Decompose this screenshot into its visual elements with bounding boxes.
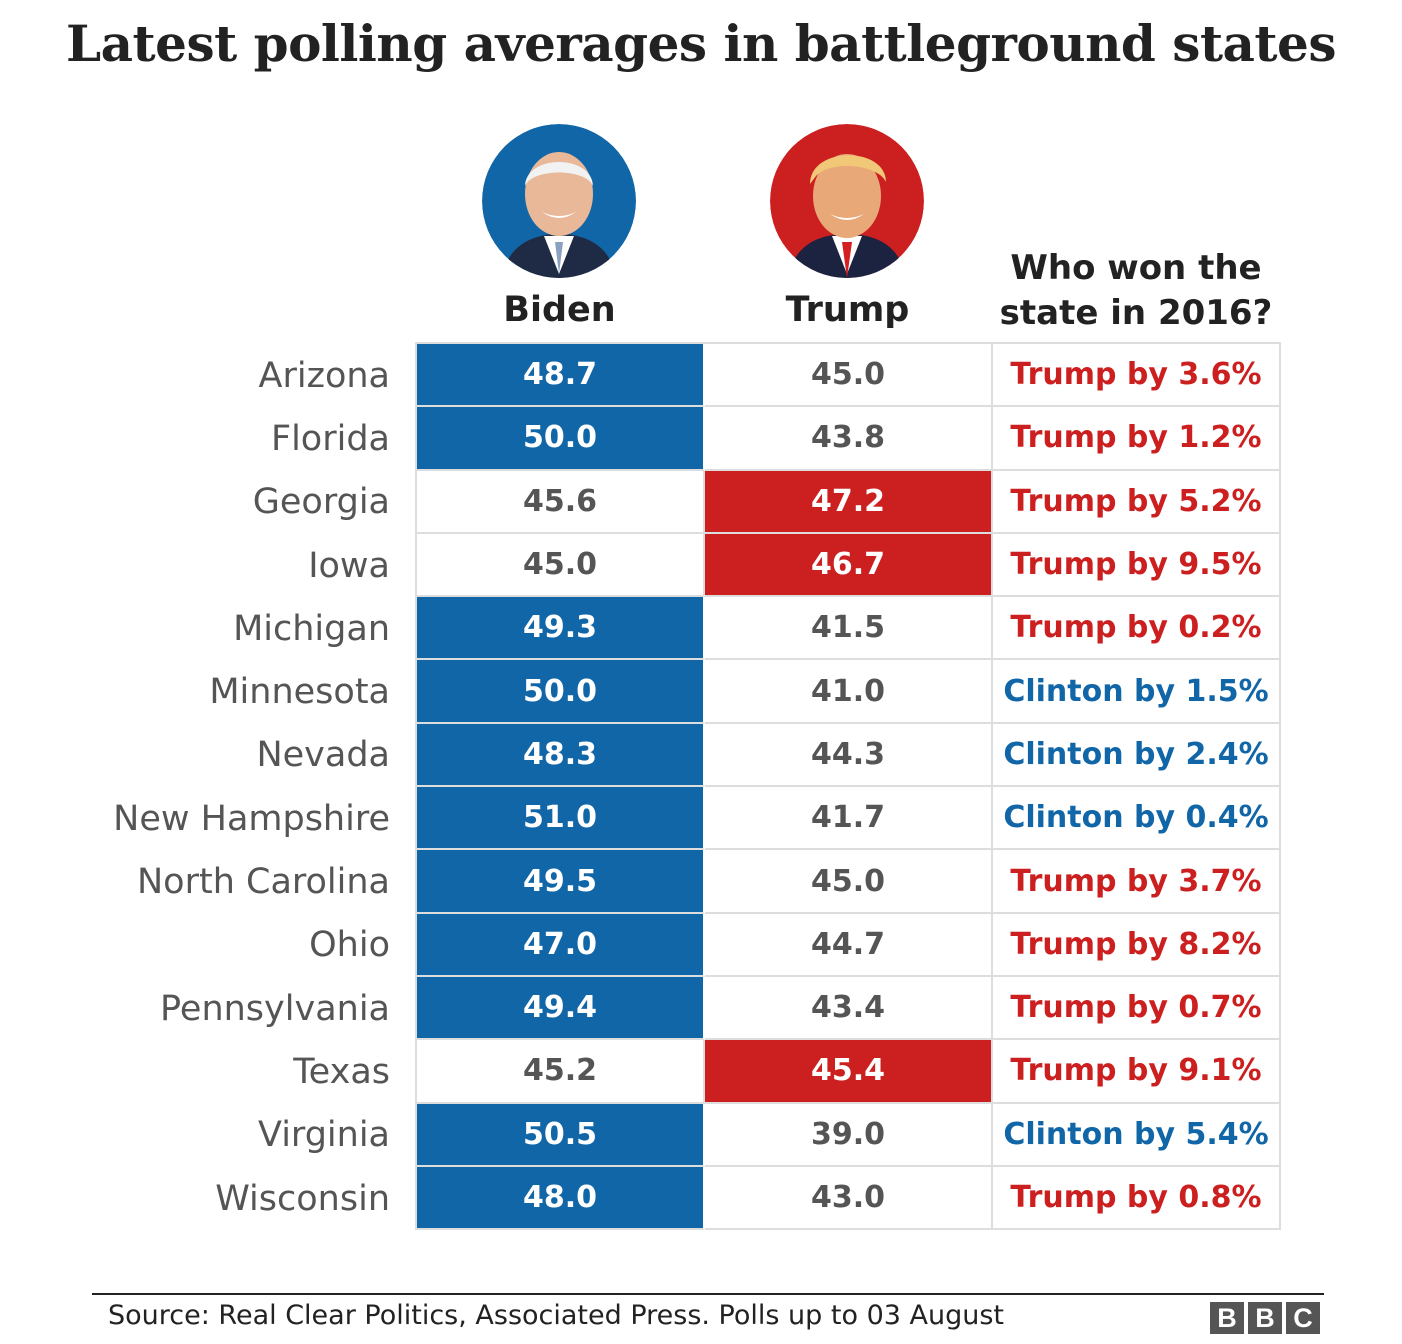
winner-2016-cell: Clinton by 5.4%: [993, 1103, 1281, 1167]
biden-value-cell: 49.4: [417, 976, 705, 1041]
trump-value-cell: 41.5: [705, 597, 993, 661]
trump-value-cell: 43.4: [705, 976, 993, 1041]
state-label: Arizona: [258, 355, 390, 396]
table-row: 50.5 39.0 Clinton by 5.4%: [417, 1103, 1281, 1167]
table-row: 45.2 45.4 Trump by 9.1%: [417, 1040, 1281, 1104]
winner-2016-cell: Trump by 8.2%: [993, 913, 1281, 977]
trump-value-cell: 45.0: [705, 850, 993, 914]
chart-title: Latest polling averages in battleground …: [66, 14, 1337, 73]
winner-2016-cell: Trump by 5.2%: [993, 470, 1281, 534]
winner-2016-cell: Trump by 3.7%: [993, 850, 1281, 914]
state-label: Michigan: [233, 608, 390, 649]
biden-value-cell: 48.0: [417, 1166, 705, 1231]
biden-value-cell: 47.0: [417, 913, 705, 977]
biden-value-cell: 49.5: [417, 850, 705, 914]
state-label: Virginia: [258, 1115, 390, 1156]
state-label: Florida: [270, 418, 390, 459]
table-row: 49.5 45.0 Trump by 3.7%: [417, 850, 1281, 914]
polling-table: 48.7 45.0 Trump by 3.6% 50.0 43.8 Trump by 1.…: [415, 342, 1281, 1231]
winner-2016-cell: Clinton by 0.4%: [993, 787, 1281, 851]
winner-2016-cell: Trump by 9.1%: [993, 1040, 1281, 1104]
state-label: Ohio: [309, 925, 390, 966]
table-row: 48.7 45.0 Trump by 3.6%: [417, 344, 1281, 408]
trump-value-cell: 41.0: [705, 660, 993, 724]
trump-value-cell: 43.8: [705, 407, 993, 471]
column-header-trump: Trump: [785, 290, 910, 330]
table-row: 49.4 43.4 Trump by 0.7%: [417, 976, 1281, 1041]
column-header-winner-2016: Who won the state in 2016?: [992, 246, 1280, 336]
source-note: Source: Real Clear Politics, Associated …: [108, 1300, 1004, 1331]
state-label: New Hampshire: [113, 798, 390, 839]
state-label: North Carolina: [136, 862, 390, 903]
column-header-biden: Biden: [503, 290, 616, 330]
trump-portrait: [770, 124, 924, 278]
biden-value-cell: 51.0: [417, 787, 705, 851]
trump-value-cell: 43.0: [705, 1166, 993, 1231]
bbc-logo-letter: B: [1210, 1302, 1244, 1334]
bbc-logo-letter: B: [1248, 1302, 1282, 1334]
biden-value-cell: 49.3: [417, 597, 705, 661]
biden-value-cell: 48.3: [417, 723, 705, 788]
biden-value-cell: 48.7: [417, 344, 705, 408]
table-row: 48.3 44.3 Clinton by 2.4%: [417, 723, 1281, 788]
biden-value-cell: 50.0: [417, 660, 705, 724]
trump-value-cell: 46.7: [705, 533, 993, 598]
winner-2016-cell: Clinton by 1.5%: [993, 660, 1281, 724]
trump-value-cell: 45.4: [705, 1040, 993, 1104]
state-label: Iowa: [308, 545, 390, 586]
state-label: Pennsylvania: [160, 988, 390, 1029]
state-label: Texas: [293, 1051, 390, 1092]
winner-2016-cell: Trump by 0.2%: [993, 597, 1281, 661]
table-row: 45.6 47.2 Trump by 5.2%: [417, 470, 1281, 534]
winner-2016-cell: Clinton by 2.4%: [993, 723, 1281, 788]
biden-value-cell: 50.5: [417, 1103, 705, 1167]
table-row: 51.0 41.7 Clinton by 0.4%: [417, 787, 1281, 851]
winner-2016-cell: Trump by 0.7%: [993, 976, 1281, 1041]
trump-value-cell: 47.2: [705, 470, 993, 534]
biden-value-cell: 45.2: [417, 1040, 705, 1104]
table-row: 45.0 46.7 Trump by 9.5%: [417, 533, 1281, 598]
biden-value-cell: 50.0: [417, 407, 705, 471]
trump-value-cell: 44.3: [705, 723, 993, 788]
table-row: 50.0 41.0 Clinton by 1.5%: [417, 660, 1281, 724]
table-row: 49.3 41.5 Trump by 0.2%: [417, 597, 1281, 661]
winner-2016-cell: Trump by 3.6%: [993, 344, 1281, 408]
winner-2016-cell: Trump by 1.2%: [993, 407, 1281, 471]
winner-2016-cell: Trump by 0.8%: [993, 1166, 1281, 1231]
winner-2016-cell: Trump by 9.5%: [993, 533, 1281, 598]
table-row: 50.0 43.8 Trump by 1.2%: [417, 407, 1281, 471]
biden-value-cell: 45.6: [417, 470, 705, 534]
trump-value-cell: 41.7: [705, 787, 993, 851]
biden-value-cell: 45.0: [417, 533, 705, 598]
column-header-winner-line1: Who won the: [1010, 248, 1262, 288]
footer-divider: [92, 1293, 1324, 1295]
state-label: Minnesota: [209, 672, 390, 713]
biden-portrait: [482, 124, 636, 278]
bbc-logo-letter: C: [1286, 1302, 1320, 1334]
trump-value-cell: 44.7: [705, 913, 993, 977]
trump-value-cell: 45.0: [705, 344, 993, 408]
state-labels: Arizona Florida Georgia Iowa Michigan Minneso…: [60, 344, 390, 1230]
table-row: 48.0 43.0 Trump by 0.8%: [417, 1166, 1281, 1231]
state-label: Georgia: [252, 482, 390, 523]
state-label: Wisconsin: [215, 1178, 390, 1219]
trump-value-cell: 39.0: [705, 1103, 993, 1167]
state-label: Nevada: [256, 735, 390, 776]
column-header-winner-line2: state in 2016?: [999, 293, 1273, 333]
table-row: 47.0 44.7 Trump by 8.2%: [417, 913, 1281, 977]
